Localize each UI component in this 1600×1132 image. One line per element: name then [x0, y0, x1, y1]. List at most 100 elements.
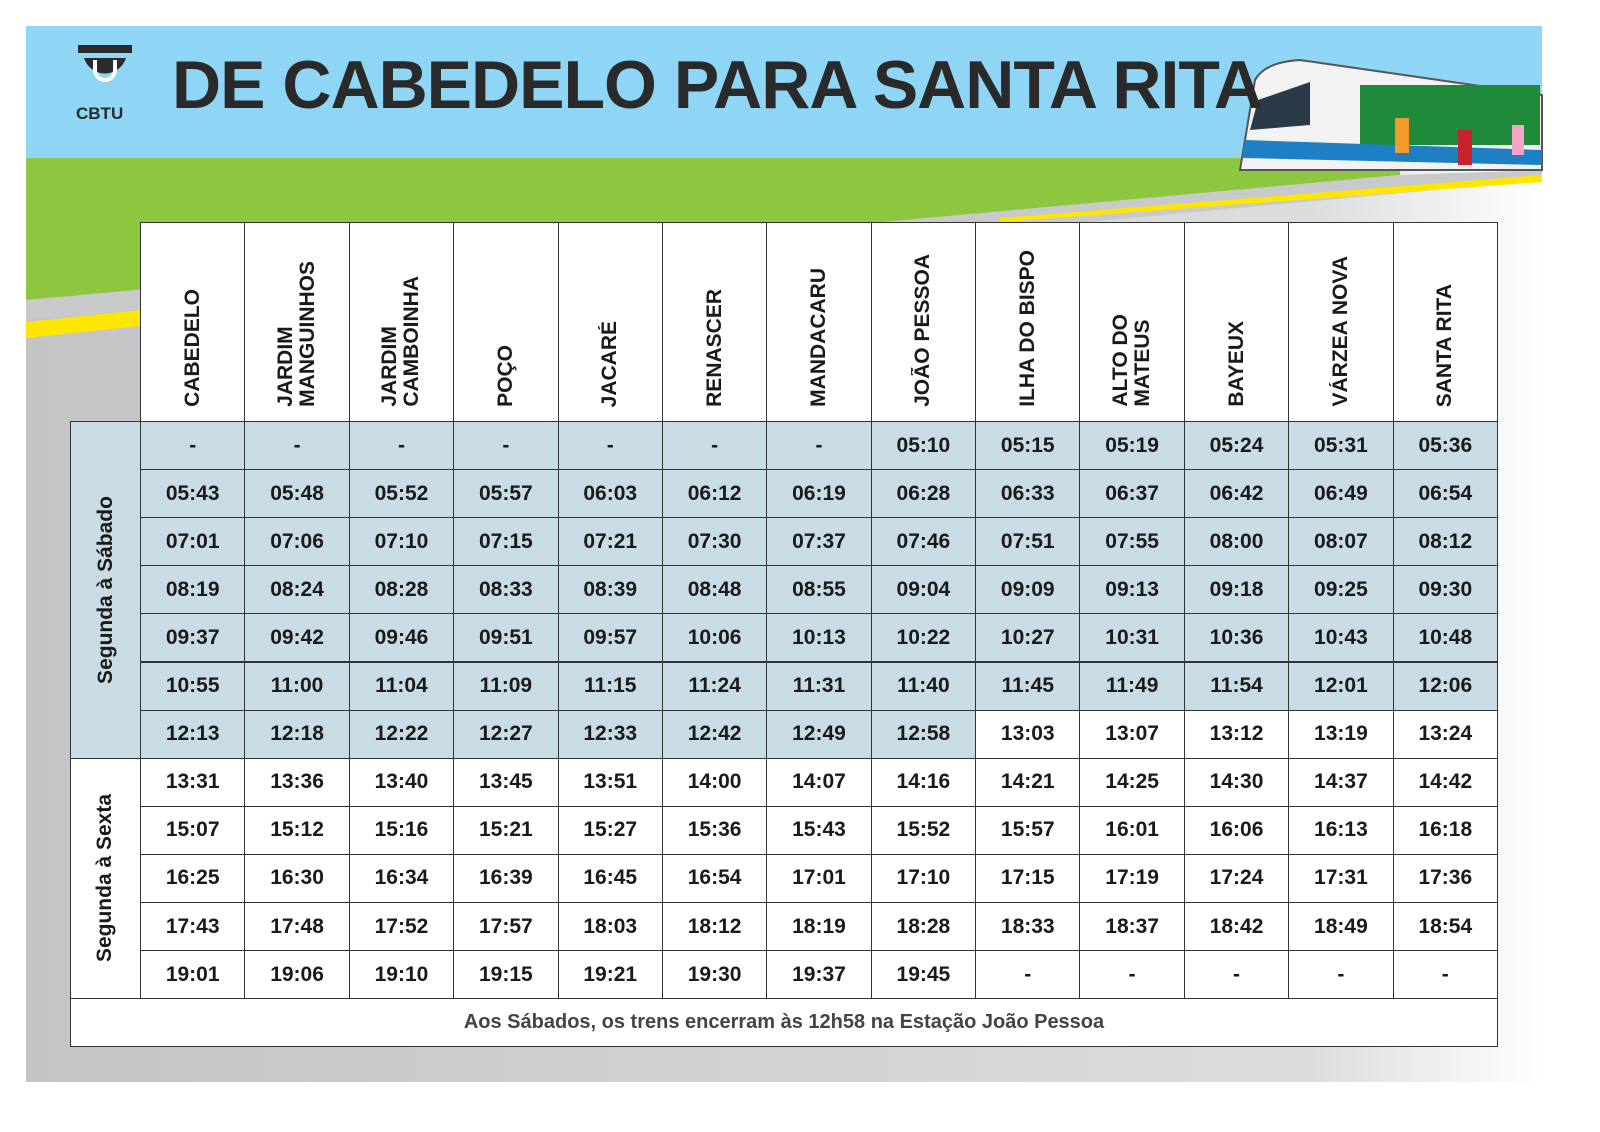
station-name: VÁRZEA NOVA [1329, 256, 1352, 407]
station-header: CABEDELO [140, 222, 246, 422]
time-cell: 14:21 [975, 757, 1081, 807]
time-cell: - [1183, 950, 1290, 1000]
time-cell: 15:57 [975, 805, 1081, 855]
time-cell: 05:19 [1079, 421, 1185, 471]
time-cell: 13:45 [453, 757, 559, 807]
time-cell: 11:45 [975, 661, 1081, 711]
time-cell: 12:22 [348, 709, 455, 759]
time-cell: 09:25 [1288, 565, 1394, 615]
time-cell: - [1079, 950, 1185, 1000]
station-name: JOÃO PESSOA [911, 254, 934, 407]
group-label: Segunda à Sexta [70, 757, 141, 1000]
station-line: CABEDELO [180, 289, 204, 407]
time-cell: 19:15 [453, 950, 559, 1000]
time-cell: 16:45 [557, 853, 663, 903]
time-cell: - [1288, 950, 1394, 1000]
time-cell: 07:21 [557, 517, 663, 567]
time-cell: - [1392, 950, 1498, 1000]
time-cell: 08:24 [244, 565, 350, 615]
station-line: CAMBOINHA [400, 276, 424, 407]
time-cell: 16:18 [1392, 805, 1498, 855]
time-cell: 11:04 [348, 661, 455, 711]
time-cell: 14:42 [1392, 757, 1498, 807]
time-cell: 16:34 [348, 853, 455, 903]
time-cell: 07:30 [661, 517, 768, 567]
station-header: JARDIM MANGUINHOS [244, 222, 350, 422]
time-cell: 18:19 [766, 902, 872, 952]
logo-mark [78, 45, 132, 82]
time-cell: 08:48 [661, 565, 768, 615]
time-cell: 08:28 [348, 565, 455, 615]
station-line: JACARÉ [598, 320, 622, 407]
time-cell: 11:49 [1079, 661, 1185, 711]
time-cell: 09:46 [348, 613, 455, 663]
time-cell: 11:54 [1183, 661, 1290, 711]
time-cell: 16:01 [1079, 805, 1185, 855]
time-cell: 08:19 [140, 565, 246, 615]
time-cell: 07:55 [1079, 517, 1185, 567]
time-cell: 05:24 [1183, 421, 1290, 471]
time-cell: 08:39 [557, 565, 663, 615]
time-cell: 16:13 [1288, 805, 1394, 855]
time-cell: 07:37 [766, 517, 872, 567]
time-cell: 06:28 [870, 469, 977, 519]
time-cell: 19:37 [766, 950, 872, 1000]
time-cell: - [766, 421, 872, 471]
time-cell: - [453, 421, 559, 471]
time-cell: 18:42 [1183, 902, 1290, 952]
time-cell: 12:33 [557, 709, 663, 759]
group-label-text: Segunda à Sexta [93, 794, 117, 963]
station-name: BAYEUX [1224, 321, 1248, 407]
time-cell: - [348, 421, 455, 471]
station-header: POÇO [453, 222, 559, 422]
time-cell: 09:13 [1079, 565, 1185, 615]
time-cell: 19:01 [140, 950, 246, 1000]
time-cell: 16:54 [661, 853, 768, 903]
time-cell: - [140, 421, 246, 471]
time-cell: 12:42 [661, 709, 768, 759]
time-cell: 07:10 [348, 517, 455, 567]
time-cell: 08:12 [1392, 517, 1498, 567]
time-cell: 16:30 [244, 853, 350, 903]
time-cell: 18:28 [870, 902, 977, 952]
time-cell: 19:06 [244, 950, 350, 1000]
time-cell: - [975, 950, 1081, 1000]
time-cell: 14:37 [1288, 757, 1394, 807]
time-cell: 09:42 [244, 613, 350, 663]
station-line: ALTO DO [1109, 314, 1133, 407]
time-cell: 06:03 [557, 469, 663, 519]
time-cell: 11:15 [557, 661, 663, 711]
time-cell: 19:45 [870, 950, 977, 1000]
time-cell: 07:15 [453, 517, 559, 567]
time-cell: 05:43 [140, 469, 246, 519]
time-cell: 17:10 [870, 853, 977, 903]
time-cell: 16:39 [453, 853, 559, 903]
time-cell: 18:54 [1392, 902, 1498, 952]
time-cell: 05:48 [244, 469, 350, 519]
time-cell: 08:00 [1183, 517, 1290, 567]
station-name: RENASCER [703, 289, 726, 407]
logo-text: CBTU [76, 104, 124, 123]
time-cell: 13:19 [1288, 709, 1394, 759]
time-cell: 18:37 [1079, 902, 1185, 952]
time-cell: 14:25 [1079, 757, 1185, 807]
station-name: JACARÉ [598, 320, 622, 407]
time-cell: 11:40 [870, 661, 977, 711]
station-line: BAYEUX [1224, 321, 1248, 407]
time-cell: 17:36 [1392, 853, 1498, 903]
time-cell: - [244, 421, 350, 471]
time-cell: 07:01 [140, 517, 246, 567]
time-cell: 13:07 [1079, 709, 1185, 759]
time-cell: 07:06 [244, 517, 350, 567]
time-cell: 18:49 [1288, 902, 1394, 952]
station-name: ILHA DO BISPO [1016, 250, 1039, 407]
station-line: SANTA RITA [1433, 283, 1457, 407]
station-header: SANTA RITA [1392, 222, 1498, 422]
time-cell: 09:09 [975, 565, 1081, 615]
time-cell: 06:19 [766, 469, 872, 519]
time-cell: 15:52 [870, 805, 977, 855]
time-cell: 14:07 [766, 757, 872, 807]
time-cell: 10:31 [1079, 613, 1185, 663]
time-cell: 16:06 [1183, 805, 1290, 855]
time-cell: 15:07 [140, 805, 246, 855]
